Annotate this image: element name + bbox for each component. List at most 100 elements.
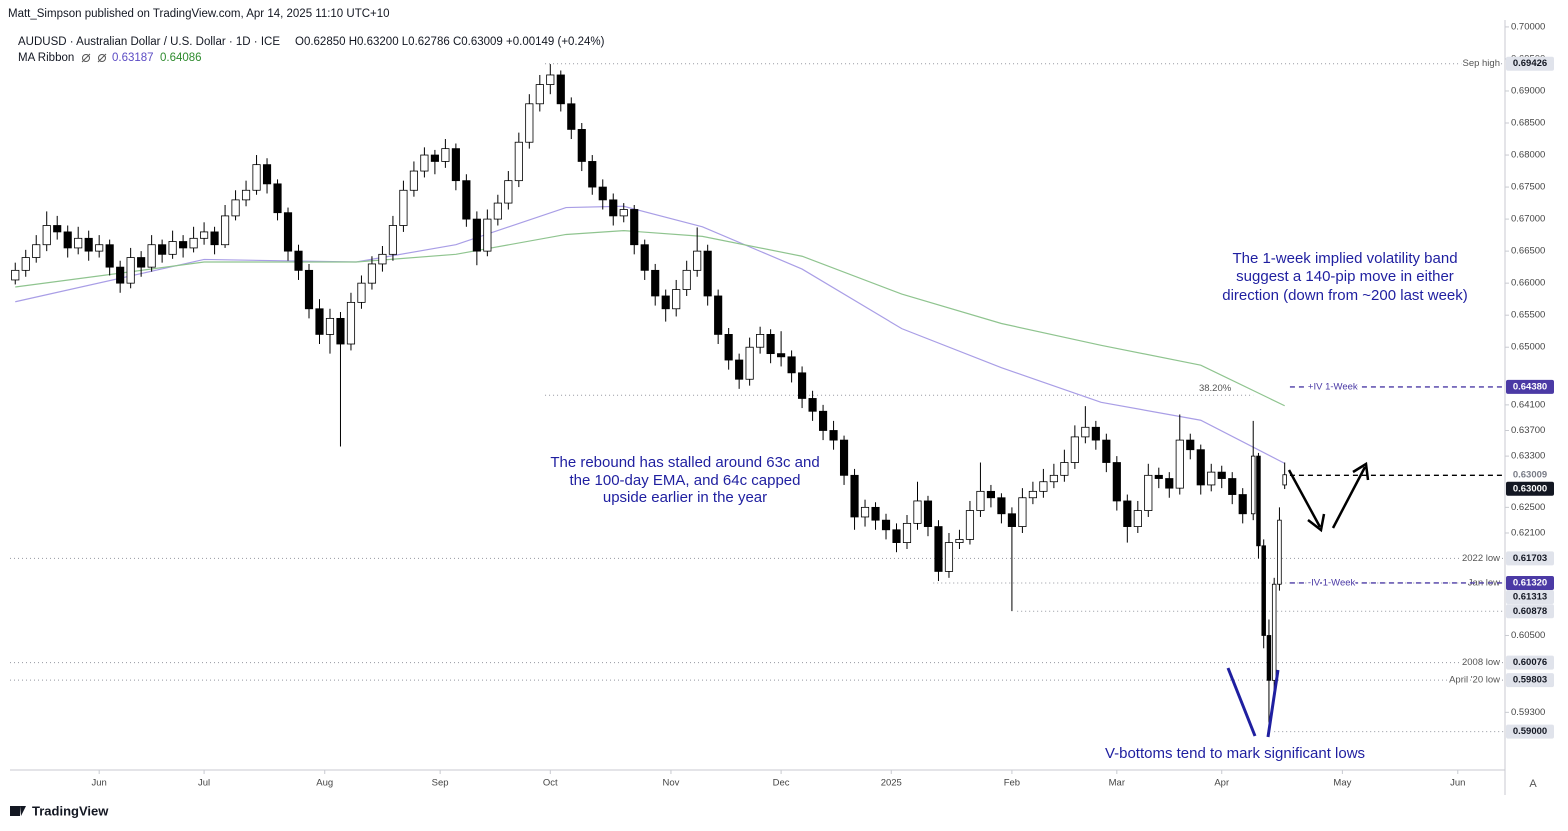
candle-body [514,141,523,182]
price-box-label: 0.61320 [1513,577,1547,588]
price-box [1506,575,1554,590]
price-box-label: 0.69426 [1513,58,1547,69]
candle-body [241,189,251,201]
x-tick-label: Aug [316,778,333,789]
candle-body [1039,481,1048,492]
candle-body [63,231,72,249]
price-box [1506,655,1554,670]
candle-body [630,209,639,246]
candle-body [504,180,513,204]
y-tick-label: 0.69000 [1511,85,1545,96]
candle-body [105,244,114,268]
candle-body [976,490,985,511]
candle-body [430,154,439,162]
candle-body [210,231,219,246]
candle-body [1196,449,1205,486]
candle-body [1217,471,1226,479]
candle-body [1049,474,1058,483]
price-box [1506,589,1554,604]
candle-body [304,269,314,310]
price-box [1506,604,1554,619]
level-label: April '20 low [1449,675,1500,686]
candle-body [944,542,954,572]
x-tick-label: May [1333,778,1351,789]
x-tick-label: Jun [1450,778,1465,789]
candle-body [346,301,356,345]
price-box [1506,724,1554,739]
candle-body [1144,474,1153,511]
price-box-label: 0.64380 [1513,381,1547,392]
candle-body [546,74,555,85]
candle-body [881,519,891,531]
brand: TradingView [32,803,109,818]
candle-body [367,263,377,284]
candle-body [1007,513,1016,527]
candle-body [462,180,471,220]
auto-scale-button[interactable]: A [1529,778,1537,790]
symbol: AUDUSD · Australian Dollar / U.S. Dollar… [18,36,280,48]
candle-body [588,161,597,188]
y-tick-label: 0.70000 [1511,21,1545,32]
ma-icons [81,53,107,63]
candle-body [179,241,188,249]
candle-body [21,257,30,271]
y-tick-label: 0.68500 [1511,118,1545,129]
candle-body [682,269,691,290]
x-tick-label: Oct [543,778,558,789]
price-box-label: 0.60076 [1513,657,1547,668]
candle-body [829,430,838,441]
candle-body [724,334,733,361]
y-tick-label: 0.67000 [1511,214,1545,225]
candle-body [535,84,544,105]
x-tick-label: Mar [1109,778,1125,789]
candle-body [1175,439,1184,489]
candle-body [556,74,565,105]
candle-body [1228,478,1237,495]
candle-body [860,506,870,518]
candle-body [168,241,177,255]
candle-body [892,529,901,543]
candle-body [577,129,586,162]
candle-body [808,398,817,412]
price-box-label: 0.59803 [1513,675,1547,686]
candle-body [703,250,712,297]
candle-body [850,474,859,518]
price-box [1506,551,1554,566]
candle-body [798,372,807,399]
y-tick-label: 0.62500 [1511,502,1545,513]
candle-body [1277,519,1282,585]
plot: 0.700000.695000.690000.685000.680000.675… [10,21,1554,789]
candle-body [158,244,167,255]
candle-body [1256,455,1261,547]
price-box [1506,56,1554,71]
candle-body [714,295,723,335]
y-tick-label: 0.67500 [1511,182,1545,193]
candle-body [955,538,964,543]
price-box [1506,673,1554,688]
candle-body [1165,478,1174,489]
y-tick-label: 0.59300 [1511,707,1545,718]
candle-body [325,317,335,335]
byline: Matt_Simpson published on TradingView.co… [8,8,390,20]
x-tick-label: Dec [773,778,790,789]
candle-body [294,250,303,271]
candle-body [640,244,649,271]
candle-body [1091,426,1100,441]
candle-body [137,257,146,268]
arrows [1287,461,1370,533]
candle-body [1154,474,1163,479]
y-tick-label: 0.62100 [1511,527,1545,538]
candle-body [598,186,607,201]
candle-body [871,506,880,521]
candle-body [11,269,20,281]
candle-body [231,199,240,217]
candle-body [357,282,366,303]
candle-body [252,164,261,191]
annotation-line: The rebound has stalled around 63c and [550,454,819,471]
annotation-line: V-bottoms tend to mark significant lows [1105,745,1365,762]
candle-body [651,269,660,297]
candle-body [766,334,775,355]
level-label: Sep high [1462,58,1500,69]
y-tick-label: 0.66000 [1511,278,1545,289]
